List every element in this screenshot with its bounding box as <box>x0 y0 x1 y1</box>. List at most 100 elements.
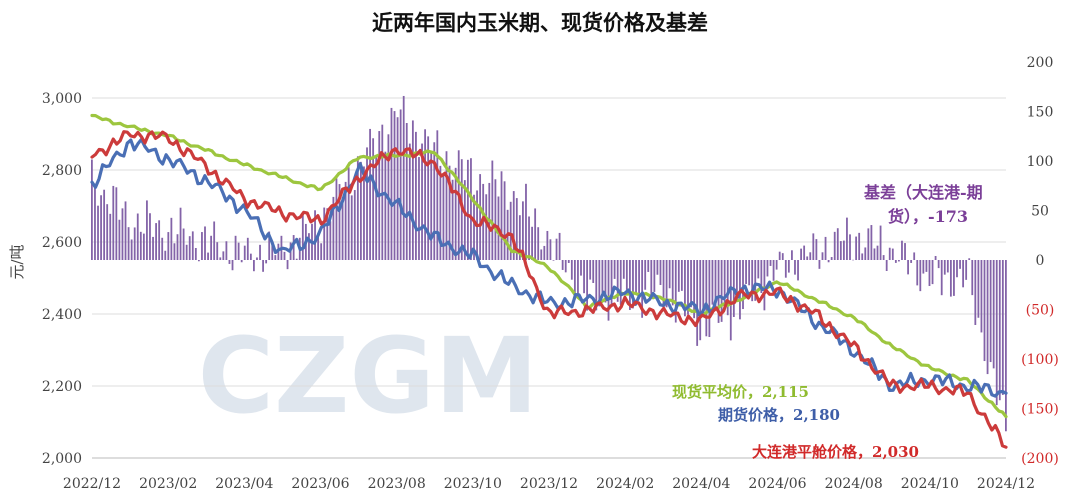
basis-bar <box>451 179 454 260</box>
basis-bar <box>286 260 289 270</box>
basis-bar <box>332 196 335 260</box>
basis-bar <box>265 260 268 264</box>
basis-bar <box>494 179 497 260</box>
basis-bar <box>317 233 320 260</box>
basis-bar <box>882 255 885 260</box>
basis-bar <box>381 124 384 261</box>
basis-bar <box>323 207 326 260</box>
basis-bar <box>155 223 157 260</box>
basis-bar <box>457 150 460 260</box>
basis-bar <box>659 260 662 285</box>
label-spot-price: 现货平均价，2,115 <box>672 383 809 401</box>
basis-bar <box>194 247 197 260</box>
basis-bar <box>653 260 656 292</box>
basis-bar <box>564 260 567 273</box>
basis-bar <box>723 260 726 308</box>
basis-bar <box>534 208 537 260</box>
basis-bar <box>100 195 102 260</box>
basis-bar <box>992 260 995 369</box>
basis-bar <box>210 235 213 260</box>
basis-bar <box>690 260 692 308</box>
basis-bar <box>240 260 243 263</box>
basis-bar <box>567 260 570 263</box>
x-tick-label: 2023/10 <box>444 476 502 492</box>
basis-bar <box>256 257 258 260</box>
basis-bar <box>674 260 677 323</box>
basis-bar <box>943 260 946 275</box>
basis-bar <box>751 260 754 302</box>
basis-bar <box>693 260 696 319</box>
basis-bar <box>149 213 151 260</box>
basis-bar <box>372 138 375 260</box>
basis-bar <box>430 153 433 260</box>
basis-bar <box>696 260 699 346</box>
y-tick-label-right: (50) <box>1026 303 1055 319</box>
basis-bar <box>543 245 546 260</box>
basis-bar <box>308 233 310 260</box>
basis-bar <box>320 243 323 260</box>
basis-bar <box>818 260 821 269</box>
basis-bar <box>112 185 115 260</box>
basis-bar <box>849 234 851 260</box>
basis-bar <box>946 260 949 273</box>
basis-bar <box>959 260 961 269</box>
basis-bar <box>827 260 830 263</box>
basis-bar <box>983 260 986 362</box>
basis-bar <box>329 221 332 260</box>
basis-bar <box>870 225 873 260</box>
price-lines <box>90 113 1008 449</box>
basis-bar <box>619 260 622 305</box>
basis-bar <box>356 156 359 260</box>
basis-bar <box>598 260 601 307</box>
basis-bar <box>800 248 802 260</box>
basis-bar <box>867 228 870 260</box>
basis-bar <box>512 191 515 260</box>
basis-bar <box>518 215 521 260</box>
basis-bar <box>876 245 879 260</box>
basis-bar <box>570 260 573 280</box>
basis-bar <box>616 260 619 302</box>
basis-bar <box>601 260 604 297</box>
basis-bar <box>977 260 980 318</box>
basis-bar <box>139 231 142 260</box>
y-tick-label-left: 2,000 <box>42 451 82 467</box>
basis-bar <box>201 232 203 260</box>
basis-bar <box>986 260 989 375</box>
basis-bar <box>363 166 365 260</box>
basis-bar <box>671 260 674 306</box>
basis-bar <box>292 235 295 260</box>
x-tick-label: 2023/02 <box>139 476 197 492</box>
basis-bar <box>842 240 845 260</box>
basis-bar <box>115 187 118 260</box>
basis-bar <box>589 260 592 280</box>
basis-bar <box>424 129 426 260</box>
basis-bar <box>573 260 576 300</box>
basis-bar <box>852 259 854 261</box>
basis-bar <box>103 189 106 260</box>
basis-bar <box>763 260 766 311</box>
y-tick-label-left: 2,800 <box>42 163 82 179</box>
basis-bar <box>109 213 112 260</box>
basis-bar <box>812 233 815 260</box>
basis-bar <box>940 260 943 296</box>
left-axis: 2,000 2,200 2,400 2,600 2,800 3,000 <box>42 91 82 467</box>
basis-bar <box>962 260 965 288</box>
basis-bar <box>702 260 705 316</box>
basis-bar <box>479 174 482 260</box>
basis-bar <box>855 236 858 260</box>
basis-bar <box>928 260 931 286</box>
basis-bar <box>439 165 442 260</box>
basis-bar <box>338 184 341 260</box>
basis-bar <box>873 248 876 260</box>
basis-bar <box>968 258 971 260</box>
x-tick-label: 2024/08 <box>825 476 883 492</box>
basis-bar <box>360 161 362 260</box>
basis-bar <box>237 242 240 260</box>
basis-bar <box>243 245 246 260</box>
basis-bar <box>803 245 806 260</box>
y-tick-label-right: 150 <box>1027 105 1054 121</box>
basis-bar <box>705 260 708 337</box>
basis-bar <box>922 260 925 274</box>
basis-bar <box>271 243 274 260</box>
x-tick-label: 2024/06 <box>748 476 806 492</box>
